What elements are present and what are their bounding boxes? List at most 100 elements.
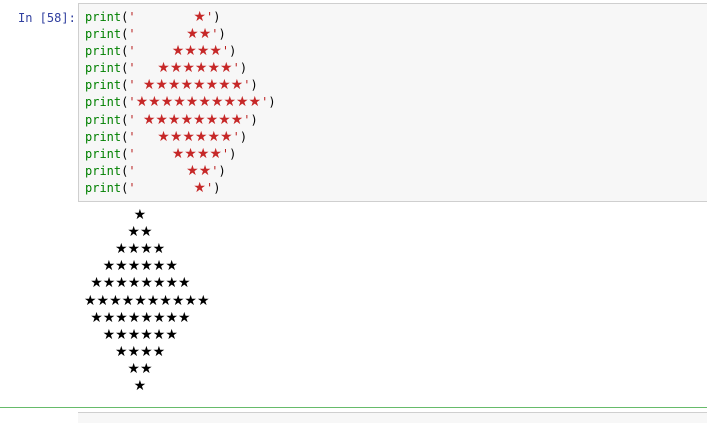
print-keyword: print <box>85 27 122 42</box>
string-quote-open: ' <box>128 44 136 59</box>
string-quote-open: ' <box>128 163 136 178</box>
code-line: print(' ★') <box>85 180 276 197</box>
string-stars: ★★★★ <box>171 43 222 60</box>
close-paren: ) <box>213 10 221 24</box>
open-paren: ( <box>121 44 129 59</box>
close-paren: ) <box>250 78 258 93</box>
close-paren: ) <box>229 44 237 59</box>
open-paren: ( <box>121 95 129 110</box>
string-padding <box>136 181 194 195</box>
string-quote-close: ' <box>211 27 219 42</box>
output-line: ★★★★★★ <box>102 258 178 275</box>
print-keyword: print <box>85 129 122 144</box>
output-line: ★ <box>133 378 147 394</box>
output-line: ★★★★ <box>115 343 166 360</box>
string-stars: ★★★★★★ <box>157 128 233 145</box>
code-editor[interactable]: print(' ★') print(' ★★') print(' ★★★★') pri… <box>85 9 276 197</box>
code-line: print(' ★') <box>85 9 276 26</box>
string-stars: ★ <box>193 9 206 25</box>
string-stars: ★★★★★★★★★★ <box>135 94 262 111</box>
open-paren: ( <box>121 112 129 127</box>
string-padding <box>136 61 158 75</box>
string-quote-close: ' <box>243 78 251 93</box>
string-quote-open: ' <box>128 146 136 161</box>
open-paren: ( <box>121 10 129 24</box>
output-line: ★★★★★★★★ <box>90 275 191 292</box>
output-line: ★ <box>133 207 147 223</box>
string-quote-close: ' <box>221 146 230 161</box>
open-paren: ( <box>121 146 129 161</box>
string-quote-open: ' <box>128 180 136 195</box>
string-stars: ★ <box>193 179 206 196</box>
print-keyword: print <box>85 10 122 24</box>
open-paren: ( <box>121 27 129 42</box>
string-quote-open: ' <box>128 95 136 110</box>
string-quote-open: ' <box>128 27 136 42</box>
open-paren: ( <box>121 163 129 178</box>
open-paren: ( <box>121 61 129 76</box>
string-padding <box>136 78 143 92</box>
string-padding <box>136 164 187 178</box>
string-quote-open: ' <box>128 10 136 24</box>
string-stars: ★★★★★★★★ <box>142 77 244 94</box>
selected-cell-indicator <box>0 407 707 408</box>
code-cell-input[interactable]: print(' ★') print(' ★★') print(' ★★★★') pri… <box>78 3 707 202</box>
close-paren: ) <box>239 61 248 76</box>
output-line: ★★ <box>127 224 153 241</box>
string-quote-close: ' <box>205 10 214 24</box>
string-stars: ★★ <box>186 26 212 43</box>
close-paren: ) <box>218 27 226 42</box>
close-paren: ) <box>213 180 221 195</box>
string-stars: ★★★★★★★★ <box>142 111 244 128</box>
close-paren: ) <box>268 95 276 110</box>
string-quote-close: ' <box>211 163 219 178</box>
close-paren: ) <box>239 129 248 144</box>
string-padding <box>136 130 158 144</box>
next-code-cell[interactable] <box>78 412 707 423</box>
string-padding <box>136 27 187 41</box>
string-stars: ★★★★★★ <box>157 60 233 77</box>
string-quote-close: ' <box>243 112 251 127</box>
open-paren: ( <box>121 129 129 144</box>
code-line: print(' ★★★★★★') <box>85 60 276 77</box>
close-paren: ) <box>229 146 237 161</box>
string-quote-close: ' <box>261 95 269 110</box>
string-stars: ★★ <box>186 162 212 179</box>
open-paren: ( <box>121 78 129 93</box>
string-quote-close: ' <box>232 61 240 76</box>
code-line: print(' ★★★★') <box>85 43 276 60</box>
string-quote-open: ' <box>128 78 136 93</box>
output-line: ★★★★★★ <box>102 326 178 343</box>
output-line: ★★★★★★★★ <box>90 309 191 326</box>
close-paren: ) <box>250 112 258 127</box>
code-line: print(' ★★★★') <box>85 146 276 163</box>
print-keyword: print <box>85 78 122 93</box>
print-keyword: print <box>85 146 122 161</box>
print-keyword: print <box>85 180 122 195</box>
string-stars: ★★★★ <box>171 145 222 162</box>
print-keyword: print <box>85 163 122 178</box>
open-paren: ( <box>121 180 129 195</box>
print-keyword: print <box>85 112 122 127</box>
string-quote-close: ' <box>205 180 214 195</box>
print-keyword: print <box>85 44 122 59</box>
code-line: print(' ★★★★★★★★') <box>85 77 276 94</box>
code-line: print('★★★★★★★★★★') <box>85 94 276 111</box>
string-quote-close: ' <box>221 44 230 59</box>
string-padding <box>136 44 172 58</box>
string-padding <box>136 147 172 161</box>
string-quote-open: ' <box>128 129 136 144</box>
string-quote-open: ' <box>128 112 136 127</box>
print-keyword: print <box>85 61 122 76</box>
code-line: print(' ★★★★★★') <box>85 129 276 146</box>
print-keyword: print <box>85 95 122 110</box>
code-line: print(' ★★') <box>85 163 276 180</box>
output-line: ★★ <box>127 360 153 377</box>
string-quote-close: ' <box>232 129 240 144</box>
code-line: print(' ★★★★★★★★') <box>85 112 276 129</box>
string-quote-open: ' <box>128 61 136 76</box>
input-prompt: In [58]: <box>18 11 76 25</box>
output-line: ★★★★ <box>115 241 166 258</box>
code-line: print(' ★★') <box>85 26 276 43</box>
string-padding <box>136 113 143 127</box>
